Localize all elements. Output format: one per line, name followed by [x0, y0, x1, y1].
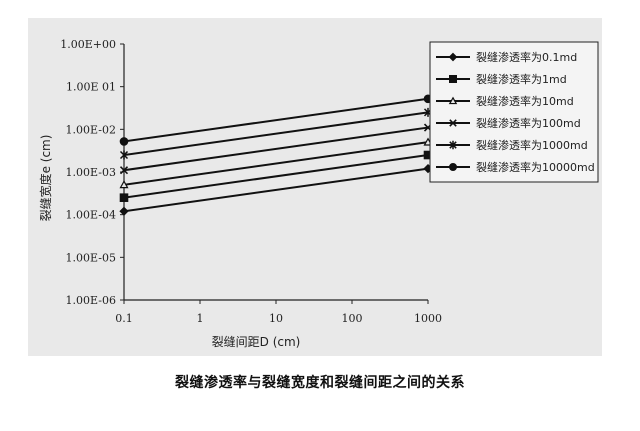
y-tick-label: 1.00E 01 [66, 81, 116, 94]
x-axis-title: 裂缝间距D (cm) [212, 334, 301, 349]
legend-marker [448, 96, 458, 105]
legend-label: 裂缝渗透率为1000md [476, 138, 588, 152]
legend-marker [448, 163, 457, 172]
legend-label: 裂缝渗透率为10000md [476, 160, 595, 174]
y-tick-label: 1.00E-02 [66, 123, 116, 136]
series-line [123, 126, 429, 172]
legend-marker [449, 119, 457, 127]
series-line [123, 167, 429, 213]
x-tick-label: 0.1 [115, 312, 133, 325]
x-tick-label: 10 [269, 312, 283, 325]
legend-marker [448, 74, 457, 83]
x-tick-label: 100 [342, 312, 363, 325]
legend-marker [449, 140, 457, 150]
legend-label: 裂缝渗透率为100md [476, 116, 581, 130]
legend-label: 裂缝渗透率为0.1md [476, 50, 577, 64]
series-point [119, 166, 129, 175]
series-line [123, 154, 429, 199]
series-point [119, 137, 129, 146]
legend-box [429, 41, 599, 183]
y-tick-label: 1.00E-06 [66, 294, 116, 307]
y-axis-title: 裂缝宽度e (cm) [38, 135, 53, 222]
series-line [123, 141, 429, 186]
chart-figure: 1.00E+00 1.00E 01 1.00E-02 1.00E-03 1.00E-04… [28, 18, 602, 356]
x-tick-label: 1 [197, 312, 204, 325]
y-tick-label: 1.00E-04 [66, 209, 116, 222]
legend-label: 裂缝渗透率为1md [476, 72, 567, 86]
y-tick-label: 1.00E+00 [60, 38, 116, 51]
series-point [119, 206, 129, 216]
series-line [123, 111, 429, 157]
chart-svg: 1.00E+00 1.00E 01 1.00E-02 1.00E-03 1.00E-04… [38, 38, 599, 349]
legend-label: 裂缝渗透率为10md [476, 94, 574, 108]
chart-caption: 裂缝渗透率与裂缝宽度和裂缝间距之间的关系 [175, 375, 465, 391]
series-point [119, 193, 129, 202]
series-line [123, 97, 429, 143]
series-point [119, 150, 129, 160]
y-tick-label: 1.00E-05 [66, 251, 116, 264]
series-point [119, 180, 129, 189]
y-tick-label: 1.00E-03 [66, 166, 116, 179]
x-tick-label: 1000 [414, 312, 442, 325]
legend-marker [448, 52, 458, 62]
